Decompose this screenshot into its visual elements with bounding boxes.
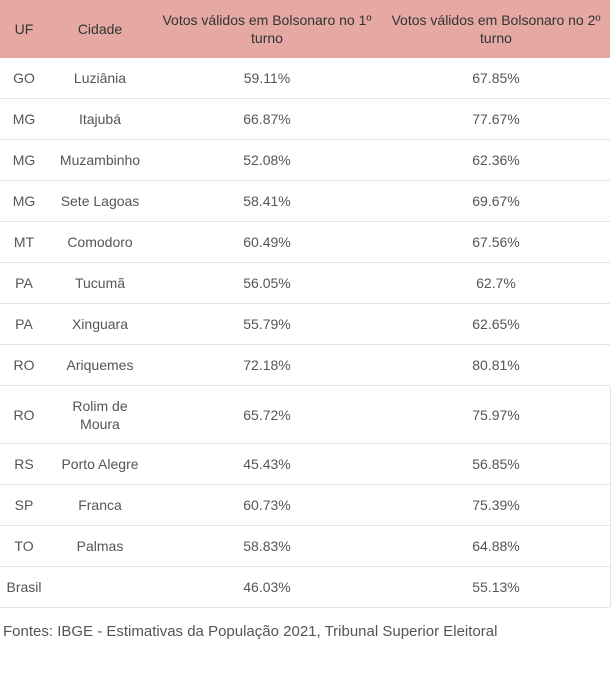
cell-city: Palmas (48, 525, 152, 567)
cell-votes-round2: 77.67% (382, 98, 610, 140)
votes-table: UF Cidade Votos válidos em Bolsonaro no … (0, 0, 610, 608)
cell-votes-round2: 75.39% (382, 484, 610, 526)
cell-votes-round2: 67.85% (382, 58, 610, 99)
table-row: MG Sete Lagoas 58.41% 69.67% (0, 180, 610, 222)
cell-votes-round1: 52.08% (152, 139, 382, 181)
header-city: Cidade (48, 0, 152, 58)
cell-votes-round1: 56.05% (152, 262, 382, 304)
cell-votes-round1: 60.49% (152, 221, 382, 263)
table-row: MT Comodoro 60.49% 67.56% (0, 221, 610, 263)
cell-votes-round2: 55.13% (382, 566, 610, 608)
cell-votes-round1: 60.73% (152, 484, 382, 526)
cell-votes-round1: 58.41% (152, 180, 382, 222)
cell-uf: MT (0, 221, 48, 263)
cell-city: Luziânia (48, 58, 152, 99)
cell-city: Xinguara (48, 303, 152, 345)
cell-uf: RO (0, 385, 48, 444)
cell-city: Rolim de Moura (48, 385, 152, 444)
cell-votes-round2: 62.36% (382, 139, 610, 181)
cell-votes-round2: 67.56% (382, 221, 610, 263)
cell-votes-round1: 65.72% (152, 385, 382, 444)
table-row: TO Palmas 58.83% 64.88% (0, 525, 610, 567)
cell-votes-round2: 62.7% (382, 262, 610, 304)
cell-votes-round2: 69.67% (382, 180, 610, 222)
table-right-border (610, 386, 611, 607)
cell-votes-round2: 64.88% (382, 525, 610, 567)
cell-votes-round1: 72.18% (152, 344, 382, 386)
table-row: SP Franca 60.73% 75.39% (0, 484, 610, 526)
cell-uf: PA (0, 262, 48, 304)
table-row-total: Brasil 46.03% 55.13% (0, 566, 610, 608)
table-row: MG Muzambinho 52.08% 62.36% (0, 139, 610, 181)
cell-city: Itajubá (48, 98, 152, 140)
cell-votes-round1: 46.03% (152, 566, 382, 608)
cell-votes-round1: 55.79% (152, 303, 382, 345)
cell-uf: Brasil (0, 566, 48, 608)
cell-city: Comodoro (48, 221, 152, 263)
cell-uf: SP (0, 484, 48, 526)
source-note: Fontes: IBGE - Estimativas da População … (3, 623, 498, 640)
cell-uf: MG (0, 98, 48, 140)
cell-city: Sete Lagoas (48, 180, 152, 222)
cell-votes-round1: 66.87% (152, 98, 382, 140)
cell-uf: PA (0, 303, 48, 345)
table-body: GO Luziânia 59.11% 67.85% MG Itajubá 66.… (0, 58, 610, 608)
table-row: RO Ariquemes 72.18% 80.81% (0, 344, 610, 386)
table-row: RO Rolim de Moura 65.72% 75.97% (0, 385, 610, 444)
cell-votes-round1: 59.11% (152, 58, 382, 99)
header-row: UF Cidade Votos válidos em Bolsonaro no … (0, 0, 610, 58)
cell-uf: MG (0, 180, 48, 222)
cell-uf: RO (0, 344, 48, 386)
cell-uf: GO (0, 58, 48, 99)
cell-uf: TO (0, 525, 48, 567)
cell-city (48, 566, 152, 608)
cell-city: Tucumã (48, 262, 152, 304)
cell-uf: MG (0, 139, 48, 181)
header-uf: UF (0, 0, 48, 58)
table-row: PA Tucumã 56.05% 62.7% (0, 262, 610, 304)
cell-votes-round2: 75.97% (382, 385, 610, 444)
table-row: GO Luziânia 59.11% 67.85% (0, 58, 610, 99)
table-row: MG Itajubá 66.87% 77.67% (0, 98, 610, 140)
cell-city: Franca (48, 484, 152, 526)
cell-votes-round1: 45.43% (152, 443, 382, 485)
cell-city: Ariquemes (48, 344, 152, 386)
header-votes-round1: Votos válidos em Bolsonaro no 1º turno (152, 0, 382, 58)
cell-city: Muzambinho (48, 139, 152, 181)
table-row: PA Xinguara 55.79% 62.65% (0, 303, 610, 345)
header-votes-round2: Votos válidos em Bolsonaro no 2º turno (382, 0, 610, 58)
cell-votes-round2: 62.65% (382, 303, 610, 345)
cell-votes-round1: 58.83% (152, 525, 382, 567)
table-row: RS Porto Alegre 45.43% 56.85% (0, 443, 610, 485)
cell-city: Porto Alegre (48, 443, 152, 485)
cell-uf: RS (0, 443, 48, 485)
table-header: UF Cidade Votos válidos em Bolsonaro no … (0, 0, 610, 58)
cell-votes-round2: 80.81% (382, 344, 610, 386)
cell-votes-round2: 56.85% (382, 443, 610, 485)
